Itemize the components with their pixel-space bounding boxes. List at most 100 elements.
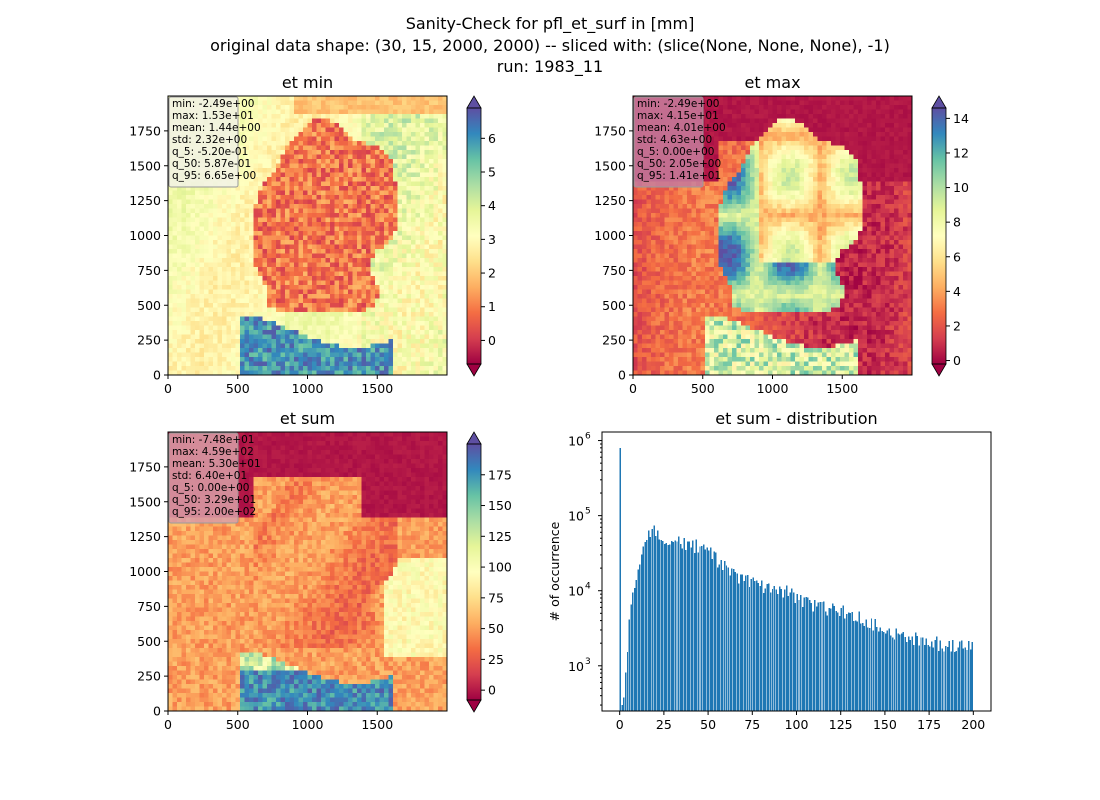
heatmap-cell — [276, 213, 282, 219]
heatmap-cell — [307, 231, 313, 237]
heatmap-cell — [339, 163, 345, 169]
heatmap-cell — [303, 312, 309, 318]
heatmap-cell — [280, 123, 286, 129]
heatmap-cell — [298, 172, 304, 178]
heatmap-cell — [222, 285, 228, 291]
x-tick-label: 1000 — [292, 381, 324, 396]
heatmap-cell — [280, 361, 286, 367]
heatmap-cell — [168, 199, 174, 205]
heatmap-cell — [357, 267, 363, 273]
heatmap-cell — [244, 271, 250, 277]
heatmap-cell — [199, 276, 205, 282]
heatmap-cell — [826, 118, 832, 124]
heatmap-cell — [366, 325, 372, 331]
heatmap-cell — [835, 141, 841, 147]
heatmap-cell — [438, 330, 444, 336]
heatmap-cell — [240, 370, 246, 376]
heatmap-cell — [352, 262, 358, 268]
heatmap-cell — [208, 357, 214, 363]
heatmap-cell — [402, 123, 408, 129]
heatmap-cell — [343, 262, 349, 268]
heatmap-cell — [352, 352, 358, 358]
heatmap-cell — [294, 271, 300, 277]
heatmap-cell — [213, 190, 219, 196]
heatmap-cell — [253, 96, 259, 102]
stats-box-bg — [168, 96, 239, 188]
heatmap-cell — [361, 190, 367, 196]
heatmap-cell — [880, 168, 886, 174]
heatmap-cell — [420, 294, 426, 300]
heatmap-cell — [379, 303, 385, 309]
heatmap-cell — [907, 118, 913, 124]
heatmap-cell — [190, 217, 196, 223]
heatmap-cell — [172, 366, 178, 372]
heatmap-cell — [199, 271, 205, 277]
heatmap-cell — [334, 177, 340, 183]
heatmap-cell — [190, 208, 196, 214]
heatmap-cell — [357, 280, 363, 286]
heatmap-cell — [759, 123, 765, 129]
heatmap-cell — [402, 159, 408, 165]
heatmap-cell — [222, 253, 228, 259]
heatmap-cell — [186, 217, 192, 223]
heatmap-cell — [199, 267, 205, 273]
heatmap-cell — [285, 199, 291, 205]
heatmap-cell — [709, 109, 715, 115]
heatmap-cell — [208, 298, 214, 304]
heatmap-cell — [186, 330, 192, 336]
heatmap-cell — [186, 249, 192, 255]
heatmap-cell — [240, 235, 246, 241]
heatmap-cell — [276, 199, 282, 205]
heatmap-cell — [235, 226, 241, 232]
heatmap-cell — [195, 190, 201, 196]
heatmap-cell — [402, 276, 408, 282]
heatmap-cell — [186, 312, 192, 318]
heatmap-cell — [298, 114, 304, 120]
heatmap-cell — [271, 303, 277, 309]
heatmap-cell — [208, 208, 214, 214]
heatmap-cell — [271, 249, 277, 255]
heatmap-cell — [253, 132, 259, 138]
heatmap-cell — [411, 361, 417, 367]
heatmap-cell — [411, 253, 417, 259]
heatmap-cell — [718, 172, 724, 178]
heatmap-cell — [424, 361, 430, 367]
heatmap-cell — [312, 303, 318, 309]
heatmap-cell — [276, 280, 282, 286]
heatmap-cell — [402, 181, 408, 187]
heatmap-cell — [352, 249, 358, 255]
heatmap-cell — [361, 298, 367, 304]
heatmap-cell — [262, 294, 268, 300]
heatmap-cell — [181, 343, 187, 349]
heatmap-cell — [393, 150, 399, 156]
heatmap-cell — [442, 195, 448, 201]
heatmap-cell — [339, 168, 345, 174]
heatmap-cell — [181, 199, 187, 205]
heatmap-cell — [433, 114, 439, 120]
heatmap-cell — [402, 294, 408, 300]
heatmap-cell — [285, 136, 291, 142]
heatmap-cell — [249, 262, 255, 268]
heatmap-cell — [348, 348, 354, 354]
heatmap-cell — [871, 114, 877, 120]
heatmap-cell — [907, 105, 913, 111]
heatmap-cell — [375, 208, 381, 214]
heatmap-cell — [402, 303, 408, 309]
heatmap-cell — [208, 352, 214, 358]
heatmap-cell — [289, 343, 295, 349]
heatmap-cell — [222, 303, 228, 309]
heatmap-cell — [316, 352, 322, 358]
heatmap-cell — [316, 145, 322, 151]
heatmap-cell — [750, 114, 756, 120]
heatmap-cell — [402, 330, 408, 336]
heatmap-cell — [352, 141, 358, 147]
heatmap-cell — [388, 312, 394, 318]
heatmap-cell — [898, 150, 904, 156]
heatmap-cell — [393, 361, 399, 367]
heatmap-cell — [316, 249, 322, 255]
heatmap-cell — [375, 307, 381, 313]
heatmap-cell — [253, 100, 259, 106]
heatmap-cell — [294, 190, 300, 196]
heatmap-cell — [204, 330, 210, 336]
heatmap-cell — [181, 307, 187, 313]
